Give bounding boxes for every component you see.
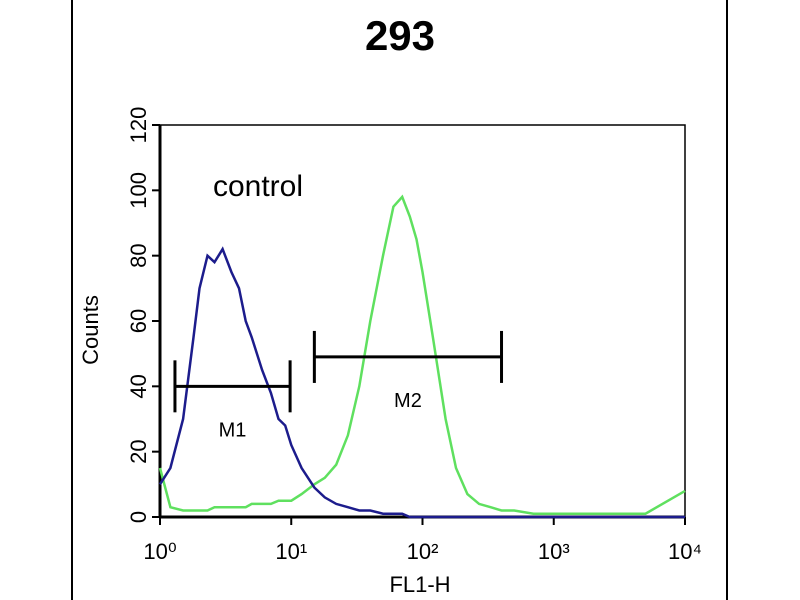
y-tick-label: 120 [126,107,151,144]
x-tick-label: 10⁴ [668,539,702,564]
chart-title: 293 [365,12,435,59]
y-tick-label: 40 [126,374,151,398]
y-axis-label: Counts [78,295,103,365]
annotation: control [213,170,303,203]
histogram-line [158,194,686,515]
x-axis-label: FL1-H [389,572,450,597]
marker-label: M1 [219,419,247,441]
histogram-line [158,246,685,519]
y-tick-label: 100 [126,172,151,209]
outer-frame [71,0,728,600]
x-tick-label: 10² [407,539,439,564]
x-tick-label: 10¹ [275,539,307,564]
y-tick-label: 80 [126,243,151,267]
marker-label: M2 [394,390,422,412]
x-tick-label: 10⁰ [143,539,176,564]
y-tick-label: 60 [126,309,151,333]
y-tick-label: 20 [126,439,151,463]
y-tick-label: 0 [126,511,151,523]
x-tick-label: 10³ [538,539,570,564]
